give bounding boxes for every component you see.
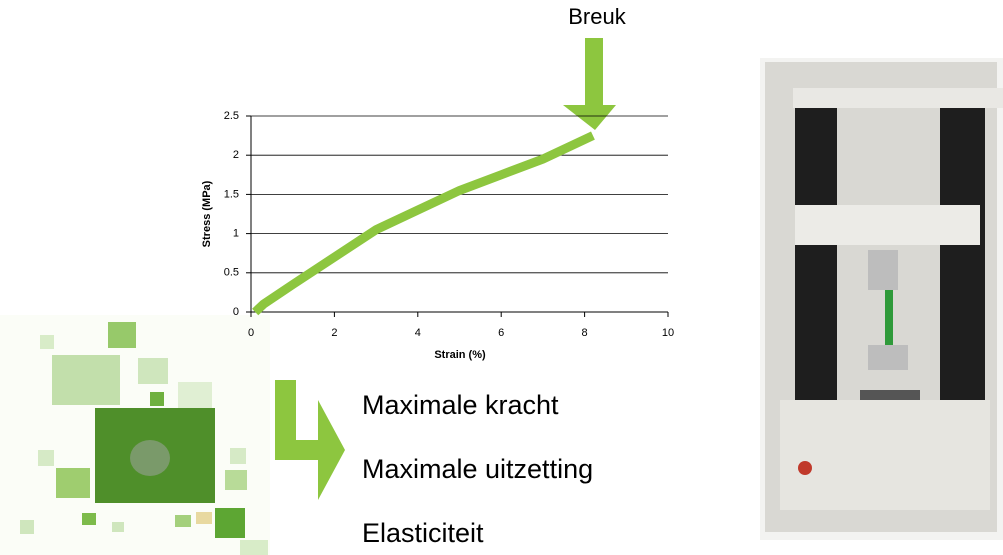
x-tick-label: 4 [415, 327, 421, 339]
y-tick-label: 0.5 [224, 267, 239, 279]
y-tick-label: 2.5 [224, 110, 239, 122]
bent-arrow [275, 380, 345, 500]
chart: Stress (MPa) Strain (%) 0 0.5 1 1.5 2 2.5 0 2 4 6… [201, 110, 674, 361]
x-tick-label: 8 [582, 327, 588, 339]
x-tick-label: 6 [498, 327, 504, 339]
bullet-text: Maximale kracht [362, 390, 559, 420]
y-tick-label: 1 [233, 228, 239, 240]
y-tick-label: 0 [233, 306, 239, 318]
bullet-text: Elasticiteit [362, 518, 484, 548]
decorative-image [0, 315, 270, 555]
x-axis-label: Strain (%) [434, 349, 486, 361]
bullet-text: Maximale uitzetting [362, 454, 593, 484]
y-tick-label: 2 [233, 149, 239, 161]
bullets: Maximale kracht Maximale uitzetting Elasti… [362, 390, 593, 548]
annotation: Breuk [568, 4, 626, 29]
x-tick-label: 0 [248, 327, 254, 339]
machine-photo [760, 58, 1003, 540]
y-tick-label: 1.5 [224, 188, 239, 200]
data-line [255, 136, 593, 312]
x-tick-label: 10 [662, 327, 674, 339]
y-axis-label: Stress (MPa) [201, 180, 213, 247]
x-tick-label: 2 [331, 327, 337, 339]
slide: Breuk Stress (MPa) Strain (%) 0 0.5 1 1.5 2 2… [0, 0, 1003, 555]
